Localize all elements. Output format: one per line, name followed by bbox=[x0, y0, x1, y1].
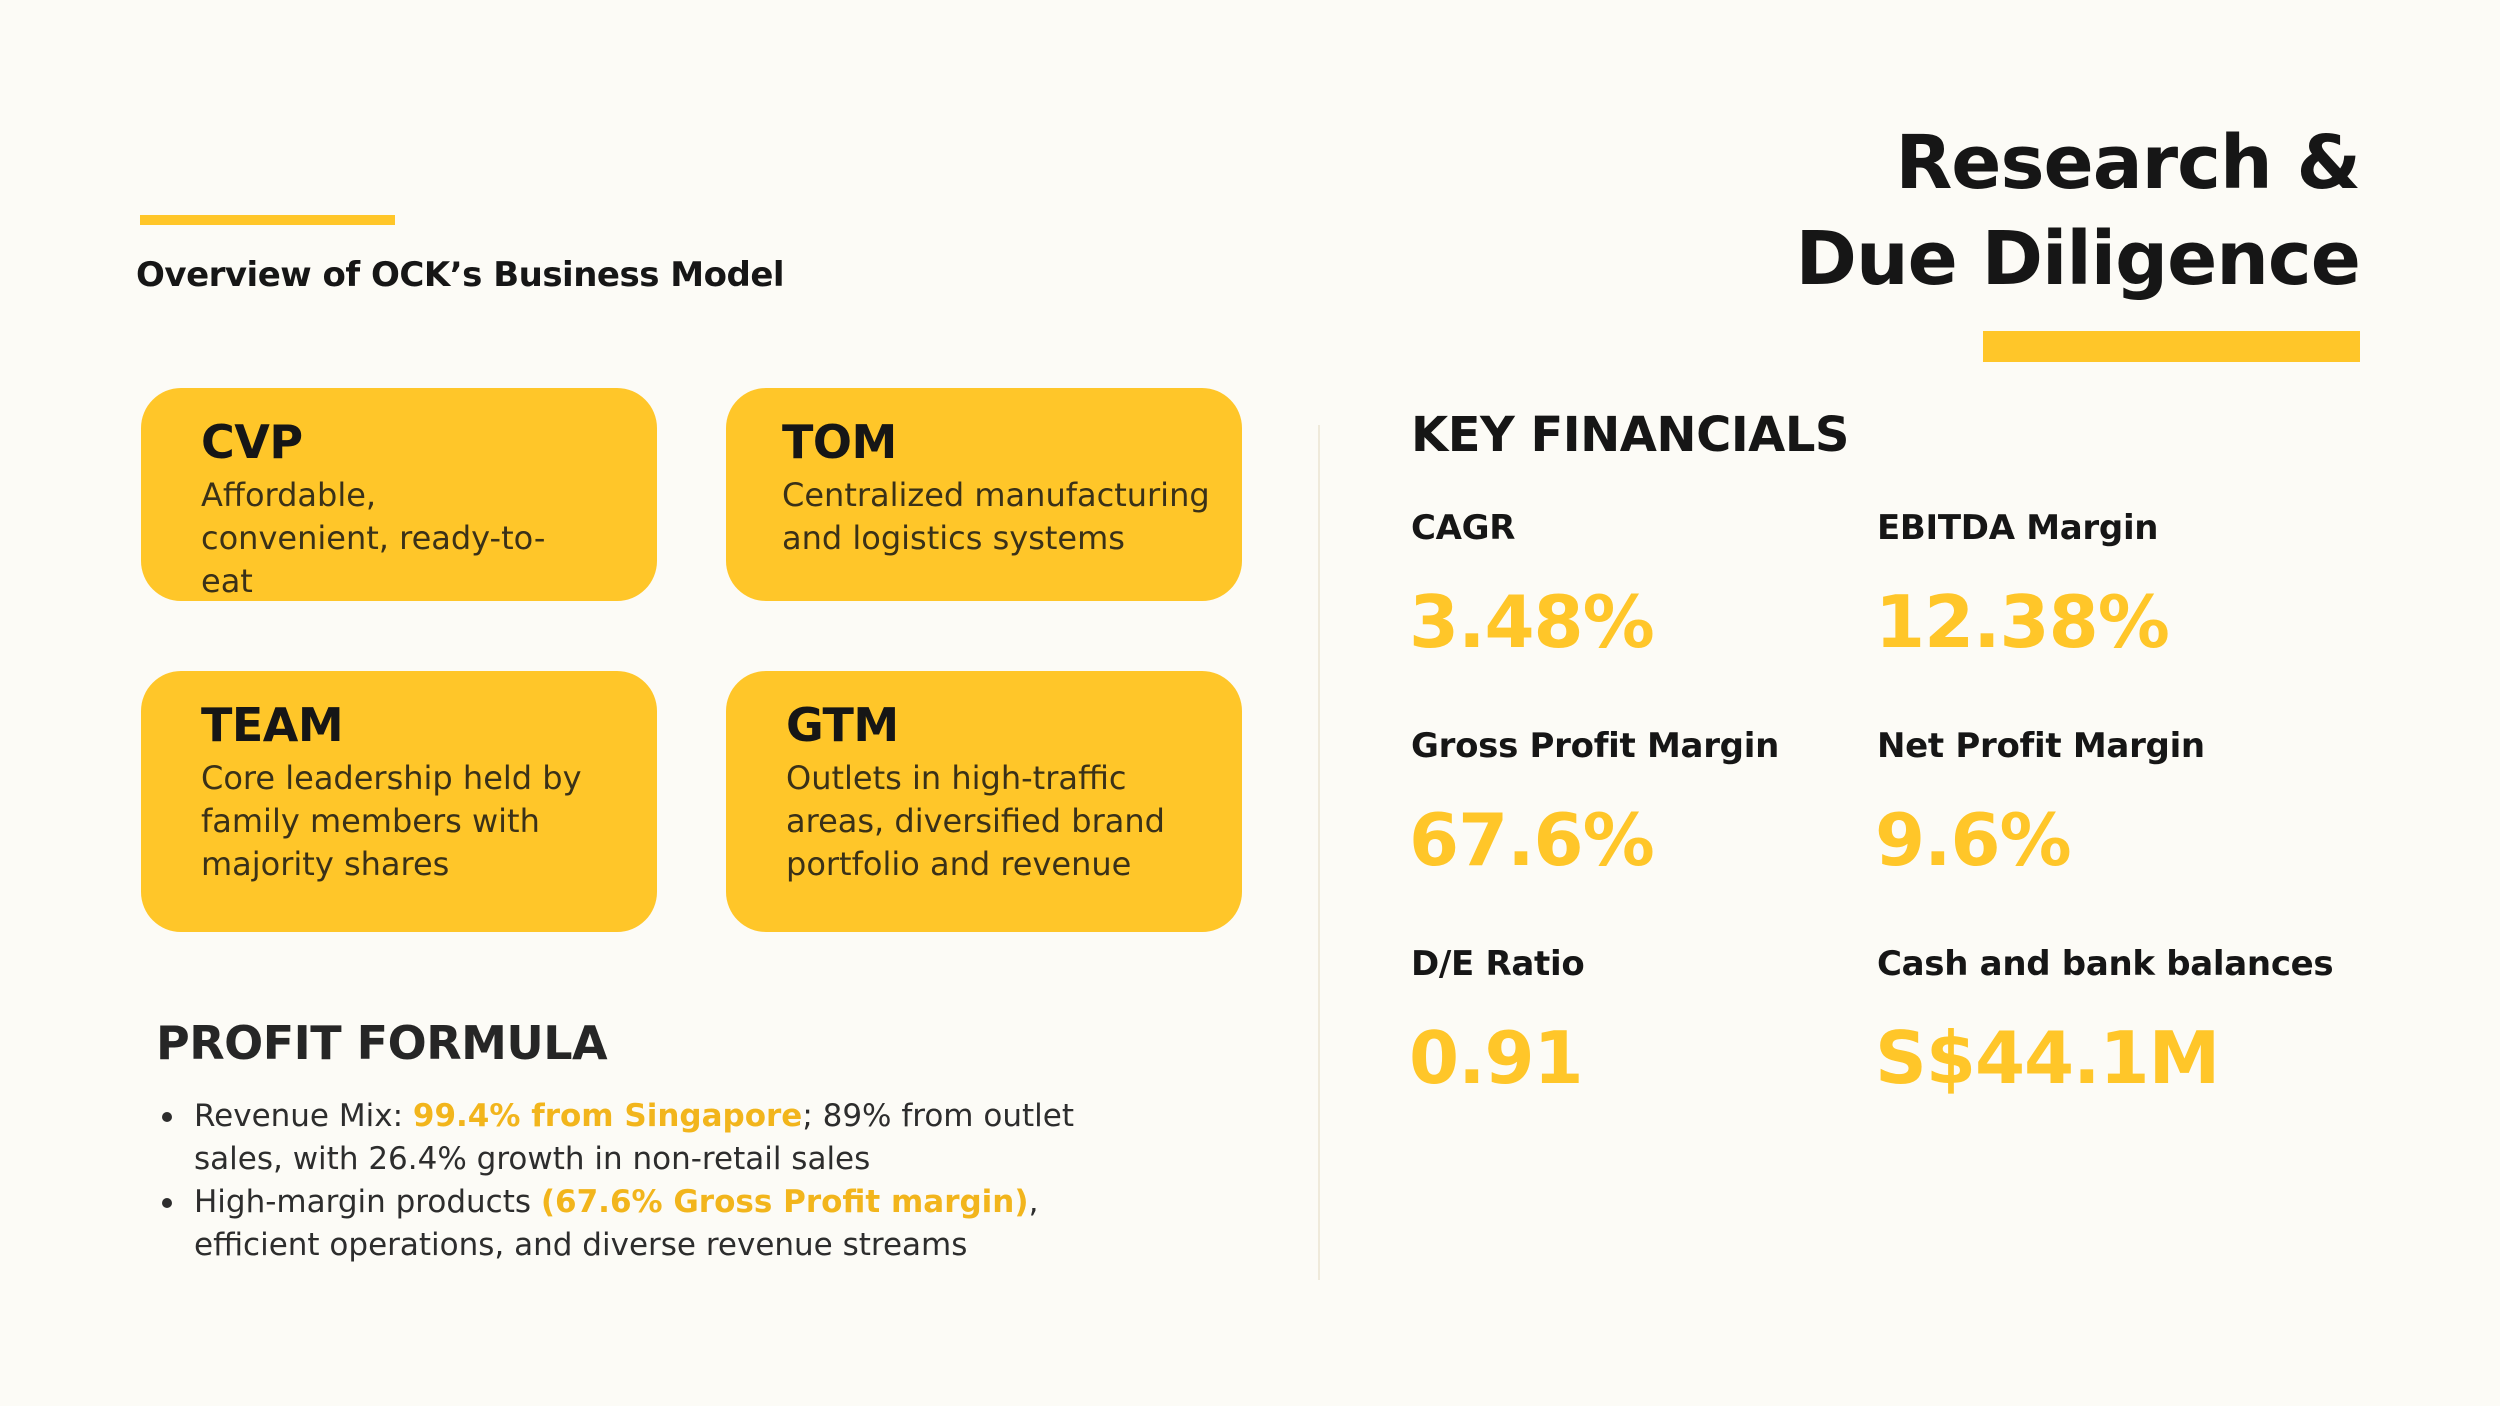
key-financials-heading: KEY FINANCIALS bbox=[1411, 407, 1849, 463]
card-tom: TOM Centralized manufacturing and logist… bbox=[726, 388, 1242, 601]
card-gtm: GTM Outlets in high-traffic areas, diver… bbox=[726, 671, 1242, 932]
metric-value-cagr: 3.48% bbox=[1409, 580, 1655, 664]
card-team: TEAM Core leadership held by family memb… bbox=[141, 671, 657, 932]
list-item-suffix: , efficient operations, and diverse reve… bbox=[194, 1184, 1039, 1263]
card-title: CVP bbox=[201, 415, 303, 469]
profit-formula-heading: PROFIT FORMULA bbox=[156, 1016, 608, 1070]
metric-label-cagr: CAGR bbox=[1411, 508, 1516, 548]
list-item-suffix: ; 89% from outlet sales, with 26.4% grow… bbox=[194, 1098, 1074, 1177]
card-description: Centralized manufacturing and logistics … bbox=[782, 476, 1210, 557]
metric-value-cash-and-bank-balances: S$44.1M bbox=[1875, 1016, 2220, 1100]
metric-value-gross-profit-margin: 67.6% bbox=[1409, 798, 1655, 882]
card-description: Affordable, convenient, ready-to-eat bbox=[201, 476, 546, 600]
card-description: Outlets in high-traffic areas, diversifi… bbox=[786, 759, 1165, 883]
metric-label-net-profit-margin: Net Profit Margin bbox=[1877, 726, 2205, 766]
card-title: GTM bbox=[786, 698, 899, 752]
profit-formula-list: Revenue Mix: 99.4% from Singapore; 89% f… bbox=[156, 1095, 1156, 1267]
list-item: High-margin products (67.6% Gross Profit… bbox=[156, 1181, 1156, 1267]
card-cvp: CVP Affordable, convenient, ready-to-eat bbox=[141, 388, 657, 601]
title-accent-bar bbox=[1983, 331, 2360, 362]
metric-label-de-ratio: D/E Ratio bbox=[1411, 944, 1585, 984]
metric-label-cash-and-bank-balances: Cash and bank balances bbox=[1877, 944, 2334, 984]
list-item-prefix: High-margin products bbox=[194, 1184, 541, 1220]
metric-value-ebitda-margin: 12.38% bbox=[1875, 580, 2170, 664]
page-title-line-1: Research & bbox=[1895, 120, 2361, 206]
page-title: Research & Due Diligence bbox=[1795, 115, 2361, 307]
bullet-icon bbox=[162, 1198, 172, 1208]
metric-label-gross-profit-margin: Gross Profit Margin bbox=[1411, 726, 1779, 766]
subtitle-accent-bar bbox=[140, 215, 395, 225]
bullet-icon bbox=[162, 1112, 172, 1122]
list-item-prefix: Revenue Mix: bbox=[194, 1098, 413, 1134]
list-item-highlight: (67.6% Gross Profit margin) bbox=[540, 1184, 1029, 1220]
metric-value-net-profit-margin: 9.6% bbox=[1875, 798, 2072, 882]
section-subtitle: Overview of OCK’s Business Model bbox=[136, 255, 785, 295]
card-description: Core leadership held by family members w… bbox=[201, 759, 582, 883]
vertical-divider bbox=[1318, 425, 1320, 1280]
page-title-line-2: Due Diligence bbox=[1795, 216, 2361, 302]
metric-value-de-ratio: 0.91 bbox=[1409, 1016, 1584, 1100]
list-item-highlight: 99.4% from Singapore bbox=[412, 1098, 803, 1134]
card-title: TOM bbox=[782, 415, 897, 469]
list-item: Revenue Mix: 99.4% from Singapore; 89% f… bbox=[156, 1095, 1156, 1181]
card-title: TEAM bbox=[201, 698, 344, 752]
metric-label-ebitda-margin: EBITDA Margin bbox=[1877, 508, 2159, 548]
